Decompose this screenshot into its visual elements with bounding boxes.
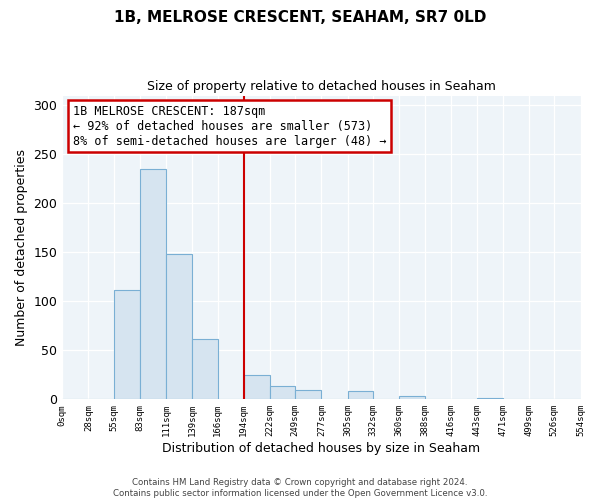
Bar bbox=[166, 254, 193, 400]
Bar bbox=[476, 398, 503, 400]
Bar bbox=[295, 390, 322, 400]
Title: Size of property relative to detached houses in Seaham: Size of property relative to detached ho… bbox=[147, 80, 496, 93]
X-axis label: Distribution of detached houses by size in Seaham: Distribution of detached houses by size … bbox=[163, 442, 481, 455]
Text: 1B, MELROSE CRESCENT, SEAHAM, SR7 0LD: 1B, MELROSE CRESCENT, SEAHAM, SR7 0LD bbox=[114, 10, 486, 25]
Bar bbox=[114, 290, 140, 400]
Bar bbox=[140, 169, 166, 400]
Bar bbox=[270, 386, 295, 400]
Bar bbox=[244, 375, 270, 400]
Text: 1B MELROSE CRESCENT: 187sqm
← 92% of detached houses are smaller (573)
8% of sem: 1B MELROSE CRESCENT: 187sqm ← 92% of det… bbox=[73, 104, 386, 148]
Bar bbox=[399, 396, 425, 400]
Bar bbox=[347, 392, 373, 400]
Text: Contains HM Land Registry data © Crown copyright and database right 2024.
Contai: Contains HM Land Registry data © Crown c… bbox=[113, 478, 487, 498]
Y-axis label: Number of detached properties: Number of detached properties bbox=[15, 149, 28, 346]
Bar bbox=[193, 338, 218, 400]
